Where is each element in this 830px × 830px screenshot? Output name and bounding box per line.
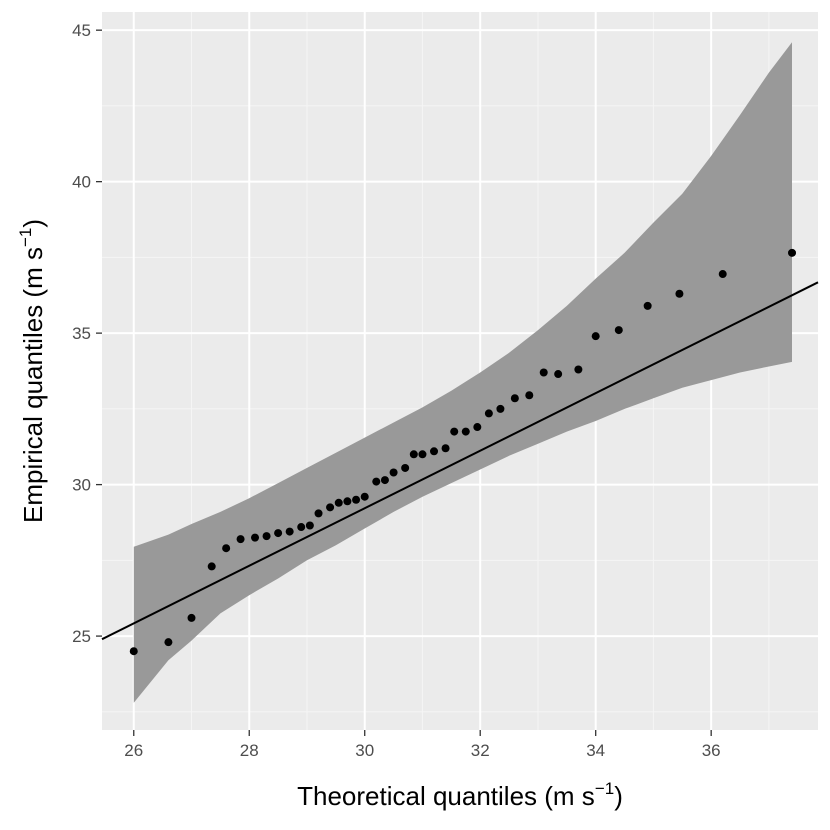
data-point <box>343 497 352 506</box>
data-point <box>334 498 343 507</box>
data-point <box>314 509 323 518</box>
y-axis: 25 30 35 40 45 <box>72 21 102 646</box>
data-point <box>129 647 138 656</box>
y-axis-title-superscript: −1 <box>16 228 35 247</box>
data-point <box>274 529 283 538</box>
x-tick-label: 36 <box>702 741 721 760</box>
y-axis-title-main: Empirical quantiles (m s <box>18 247 48 523</box>
data-point <box>372 477 381 486</box>
x-axis-title-close: ) <box>614 781 623 811</box>
data-point <box>718 270 727 279</box>
y-tick-label: 40 <box>72 173 91 192</box>
data-point <box>418 450 427 459</box>
data-point <box>401 463 410 472</box>
data-point <box>643 301 652 310</box>
data-point <box>510 394 519 403</box>
data-point <box>164 638 173 647</box>
data-point <box>187 613 196 622</box>
data-point <box>554 370 563 379</box>
data-point <box>430 447 439 456</box>
x-axis-title-main: Theoretical quantiles (m s <box>297 781 595 811</box>
data-point <box>207 562 216 571</box>
x-tick-label: 28 <box>240 741 259 760</box>
data-point <box>484 409 493 418</box>
data-point <box>525 391 534 400</box>
reference-line <box>101 281 819 641</box>
y-tick-label: 35 <box>72 324 91 343</box>
data-point <box>450 427 459 436</box>
data-point <box>574 365 583 374</box>
y-axis-title: Empirical quantiles (m s−1) <box>16 219 48 523</box>
data-point <box>441 444 450 453</box>
data-point <box>251 533 260 542</box>
y-tick-label: 25 <box>72 627 91 646</box>
data-point <box>591 332 600 341</box>
x-tick-label: 30 <box>355 741 374 760</box>
confidence-band <box>133 42 793 703</box>
x-axis: 26 28 30 32 34 36 <box>124 730 721 760</box>
data-point <box>352 495 361 504</box>
data-point <box>305 521 314 530</box>
x-axis-title-superscript: −1 <box>595 779 614 798</box>
data-point <box>297 523 306 532</box>
data-point <box>461 427 470 436</box>
data-point <box>473 423 482 432</box>
data-point <box>539 368 548 377</box>
data-points <box>129 248 797 656</box>
data-point <box>788 248 797 257</box>
data-point <box>675 289 684 298</box>
data-point <box>380 476 389 485</box>
data-point <box>326 503 335 512</box>
x-axis-title: Theoretical quantiles (m s−1) <box>297 779 623 811</box>
y-tick-label: 45 <box>72 21 91 40</box>
data-point <box>222 544 231 553</box>
data-point <box>262 532 271 541</box>
data-point <box>389 468 398 477</box>
data-point <box>236 535 245 544</box>
y-tick-label: 30 <box>72 476 91 495</box>
data-point <box>409 450 418 459</box>
x-tick-label: 34 <box>586 741 605 760</box>
data-point <box>360 492 369 501</box>
data-point <box>614 326 623 335</box>
y-axis-title-close: ) <box>18 219 48 228</box>
x-tick-label: 32 <box>471 741 490 760</box>
data-point <box>285 527 294 536</box>
data-point <box>496 404 505 413</box>
x-tick-label: 26 <box>124 741 143 760</box>
